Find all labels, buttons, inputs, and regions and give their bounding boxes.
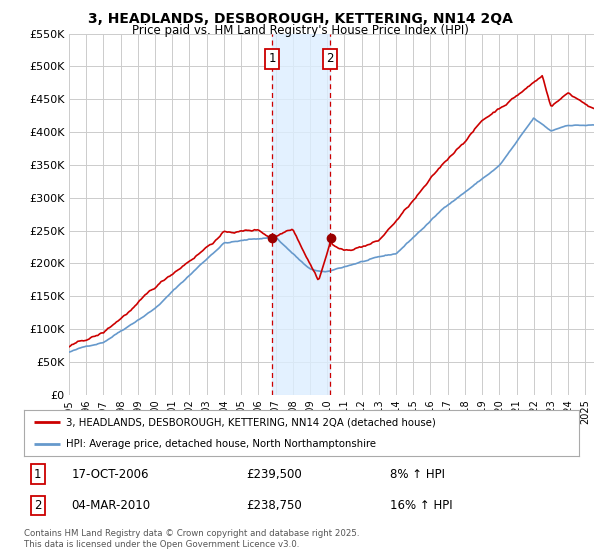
Text: Price paid vs. HM Land Registry's House Price Index (HPI): Price paid vs. HM Land Registry's House … [131, 24, 469, 36]
Text: 1: 1 [34, 468, 41, 480]
Text: 1: 1 [268, 53, 275, 66]
Text: 16% ↑ HPI: 16% ↑ HPI [391, 499, 453, 512]
Text: 3, HEADLANDS, DESBOROUGH, KETTERING, NN14 2QA (detached house): 3, HEADLANDS, DESBOROUGH, KETTERING, NN1… [65, 417, 436, 427]
Text: 2: 2 [326, 53, 334, 66]
Text: £239,500: £239,500 [246, 468, 302, 480]
Bar [272, 34, 330, 395]
Text: 3, HEADLANDS, DESBOROUGH, KETTERING, NN14 2QA: 3, HEADLANDS, DESBOROUGH, KETTERING, NN1… [88, 12, 512, 26]
Text: 8% ↑ HPI: 8% ↑ HPI [391, 468, 445, 480]
Text: HPI: Average price, detached house, North Northamptonshire: HPI: Average price, detached house, Nort… [65, 440, 376, 450]
Text: 04-MAR-2010: 04-MAR-2010 [71, 499, 151, 512]
Text: 17-OCT-2006: 17-OCT-2006 [71, 468, 149, 480]
Text: Contains HM Land Registry data © Crown copyright and database right 2025.
This d: Contains HM Land Registry data © Crown c… [24, 529, 359, 549]
Text: £238,750: £238,750 [246, 499, 302, 512]
Text: 2: 2 [34, 499, 41, 512]
